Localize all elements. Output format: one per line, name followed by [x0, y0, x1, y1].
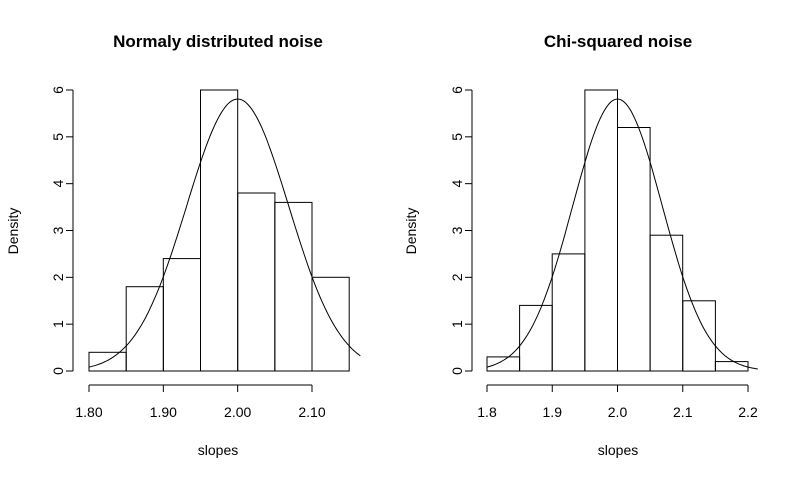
- histogram-bar: [237, 192, 276, 372]
- y-tick-label: 4: [50, 180, 66, 188]
- panel-normal-noise: Normaly distributed noise slopes Density…: [5, 32, 361, 458]
- y-tick-label: 4: [449, 180, 465, 188]
- histogram-bar: [162, 258, 202, 372]
- histogram-bar: [274, 201, 313, 372]
- y-tick-label: 0: [449, 367, 465, 375]
- histogram-bar: [617, 127, 651, 372]
- x-tick-label: 1.90: [150, 404, 177, 420]
- y-tick-label: 1: [50, 320, 66, 328]
- x-tick-label: 2.0: [608, 404, 628, 420]
- y-tick-label: 5: [50, 133, 66, 141]
- histogram-bar: [714, 361, 749, 372]
- y-axis-label: Density: [403, 208, 419, 255]
- panel-chi-squared-noise: Chi-squared noise slopes Density 1.8 1.9 2…: [403, 32, 758, 458]
- y-tick-label: 6: [50, 86, 66, 94]
- x-axis-label: slopes: [198, 442, 238, 458]
- x-tick-label: 1.80: [75, 404, 102, 420]
- x-tick-label: 2.1: [673, 404, 693, 420]
- histogram-bar: [486, 356, 521, 372]
- x-tick-label: 2.00: [224, 404, 251, 420]
- x-tick-label: 1.9: [543, 404, 563, 420]
- x-tick-label: 2.2: [738, 404, 758, 420]
- y-tick-label: 5: [449, 133, 465, 141]
- y-tick-label: 3: [50, 226, 66, 234]
- histogram-bar: [519, 304, 553, 372]
- y-tick-label: 3: [449, 226, 465, 234]
- histogram-bar: [649, 234, 684, 372]
- density-curve: [486, 98, 758, 370]
- x-axis-label: slopes: [598, 442, 638, 458]
- histogram-bar: [551, 253, 586, 372]
- histogram-bar: [88, 351, 127, 372]
- y-tick-label: 1: [449, 320, 465, 328]
- histogram-bar: [682, 300, 716, 372]
- y-tick-label: 6: [449, 86, 465, 94]
- y-axis-label: Density: [5, 208, 21, 255]
- histogram-bar: [584, 89, 619, 372]
- y-tick-label: 2: [50, 273, 66, 281]
- x-tick-label: 1.8: [477, 404, 497, 420]
- chart-title: Normaly distributed noise: [113, 32, 323, 51]
- histogram-bar: [125, 286, 164, 372]
- y-tick-label: 0: [50, 367, 66, 375]
- chart-title: Chi-squared noise: [544, 32, 692, 51]
- y-tick-label: 2: [449, 273, 465, 281]
- histogram-bar: [311, 276, 350, 372]
- density-curve: [88, 98, 361, 368]
- x-tick-label: 2.10: [298, 404, 325, 420]
- histogram-bar: [200, 89, 239, 372]
